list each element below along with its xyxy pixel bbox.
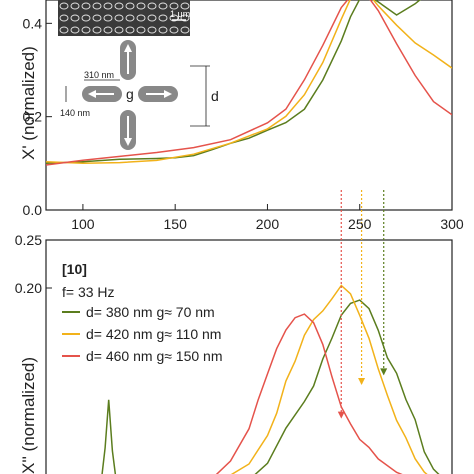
top-series-2 <box>46 0 452 166</box>
top-x-tick-label: 200 <box>256 216 280 232</box>
top-y-axis-label: X' (normalized) <box>19 46 38 160</box>
legend: [10] f= 33 Hz d= 380 nm g≈ 70 nm d= 420 … <box>62 261 223 364</box>
gap-label: g <box>126 86 134 102</box>
scale-bar-label: 1 μm <box>170 9 190 19</box>
top-plot-frame <box>45 0 453 211</box>
top-x-tick-label: 300 <box>440 216 464 232</box>
top-series-group <box>46 0 452 166</box>
bottom-series-0 <box>101 299 440 474</box>
legend-label-0: d= 380 nm g≈ 70 nm <box>86 304 215 320</box>
top-series-1 <box>46 0 452 165</box>
bottom-series-group <box>101 284 440 474</box>
marker-arrow-1 <box>358 378 366 385</box>
d-label: d <box>211 88 219 104</box>
dim-width-label: 140 nm <box>60 108 90 118</box>
bottom-y-axis-label: X'' (normalized) <box>19 357 38 474</box>
top-y-tick-label: 0.0 <box>23 202 43 218</box>
sem-image-inset: 1 μm <box>58 0 190 36</box>
bottom-y-tick-label: 0.20 <box>15 280 42 296</box>
legend-label-2: d= 460 nm g≈ 150 nm <box>86 348 223 364</box>
bottom-series-2 <box>215 313 403 474</box>
top-y-tick-label: 0.4 <box>23 15 43 31</box>
bottom-series-1 <box>230 284 428 474</box>
top-y-tick-label: 0.2 <box>23 109 43 125</box>
marker-arrow-0 <box>380 368 388 376</box>
top-x-tick-label: 250 <box>348 216 372 232</box>
legend-header: [10] <box>62 261 87 277</box>
top-x-tick-label: 150 <box>164 216 188 232</box>
nanomagnet-schematic: 310 nm 140 nm g d <box>60 40 219 150</box>
legend-label-1: d= 420 nm g≈ 110 nm <box>86 326 221 342</box>
bottom-plot-frame <box>45 239 453 474</box>
top-x-tick-label: 100 <box>71 216 95 232</box>
legend-frequency: f= 33 Hz <box>62 284 115 300</box>
dim-length-label: 310 nm <box>84 70 114 80</box>
marker-arrow-2 <box>337 411 345 419</box>
bottom-y-tick-label: 0.25 <box>15 232 42 248</box>
marker-group <box>337 190 388 419</box>
tick-group: 100 150 200 250 300 0.0 0.2 0.4 0.20 0.25 <box>15 15 464 296</box>
